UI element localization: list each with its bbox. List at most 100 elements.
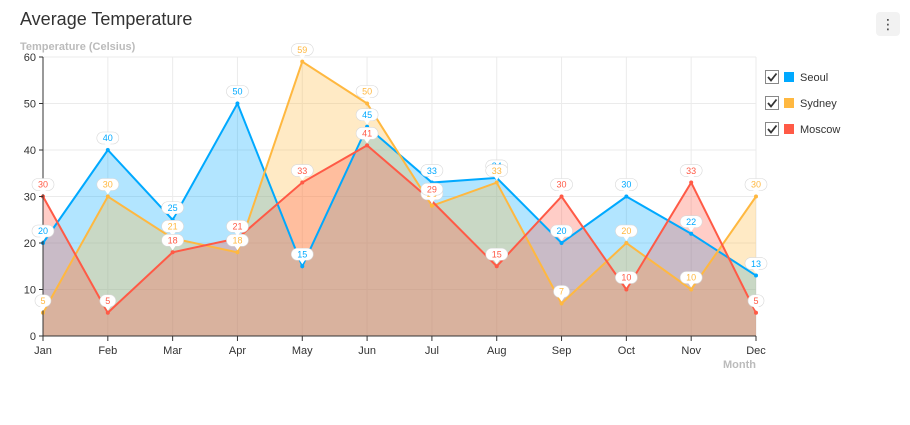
legend-checkbox-seoul[interactable]: [765, 70, 779, 84]
data-label-value: 30: [103, 180, 113, 190]
point-sydney-sep: [559, 301, 564, 306]
data-label-seoul-nov: 22: [679, 215, 703, 232]
data-label-sydney-jun: 50: [355, 85, 379, 102]
y-tick-label-60: 60: [24, 52, 36, 64]
data-label-value: 5: [40, 296, 45, 306]
data-label-moscow-oct: 10: [615, 271, 638, 288]
point-sydney-oct: [624, 241, 629, 245]
data-label-value: 50: [232, 87, 242, 97]
data-label-seoul-mar: 25: [161, 201, 184, 218]
point-sydney-aug: [494, 180, 499, 185]
data-label-sydney-aug: 33: [485, 164, 509, 181]
legend-checkbox-moscow[interactable]: [765, 122, 779, 136]
data-label-seoul-may: 15: [290, 247, 314, 265]
legend-label-moscow: Moscow: [800, 124, 840, 136]
line-moscow: [42, 144, 757, 315]
x-tick-label-sep: Sep: [552, 345, 572, 357]
point-sydney-apr: [235, 250, 240, 255]
x-tick-label-jun: Jun: [358, 345, 376, 357]
legend-item-sydney[interactable]: Sydney: [765, 96, 838, 111]
data-label-pointer: [364, 120, 371, 125]
data-label-value: 20: [38, 226, 48, 236]
legend-swatch-seoul: [784, 72, 794, 82]
data-label-value: 25: [168, 203, 178, 213]
data-label-moscow-sep: 30: [550, 178, 573, 195]
axes: 0 10 20 30 40 50 60 Jan Feb Mar Apr May Jun Jul Aug Sep…: [20, 41, 766, 371]
data-label-value: 30: [751, 180, 761, 190]
data-label-pointer: [169, 245, 176, 251]
data-label-seoul-jan: 20: [31, 224, 55, 241]
data-label-pointer: [558, 296, 565, 302]
data-label-moscow-mar: 18: [161, 234, 184, 251]
data-label-pointer: [364, 138, 371, 144]
legend-item-seoul[interactable]: Seoul: [765, 70, 829, 85]
data-label-value: 13: [751, 259, 761, 269]
legend-swatch-sydney: [784, 98, 794, 108]
point-moscow-jun: [365, 143, 370, 148]
point-moscow-dec: [754, 310, 758, 315]
point-moscow-aug: [494, 264, 499, 269]
data-label-pointer: [428, 194, 435, 200]
point-seoul-may: [300, 264, 305, 269]
data-label-seoul-oct: 30: [615, 178, 638, 195]
data-label-value: 5: [753, 296, 758, 306]
data-label-pointer: [234, 231, 241, 237]
data-label-pointer: [753, 190, 759, 195]
legend-checkbox-sydney[interactable]: [765, 96, 779, 110]
area-sydney: [43, 61, 756, 337]
data-label-value: 10: [686, 273, 696, 283]
data-label-moscow-aug: 15: [485, 247, 509, 265]
data-label-pointer: [493, 176, 500, 181]
point-seoul-feb: [105, 148, 110, 152]
data-label-value: 30: [38, 180, 48, 190]
data-label-pointer: [428, 176, 435, 181]
data-label-pointer: [428, 199, 435, 204]
y-tick-label-10: 10: [24, 285, 36, 297]
y-axis-title: Temperature (Celsius): [20, 41, 136, 53]
data-label-value: 21: [168, 222, 178, 232]
legend-item-moscow[interactable]: Moscow: [765, 122, 841, 137]
legend-label-sydney: Sydney: [800, 98, 837, 110]
data-label-moscow-nov: 33: [679, 164, 703, 181]
data-label-seoul-jun: 45: [355, 108, 379, 125]
point-moscow-oct: [624, 287, 629, 292]
point-moscow-mar: [170, 250, 175, 255]
data-label-sydney-dec: 30: [744, 178, 768, 195]
data-label-sydney-sep: 7: [553, 285, 570, 302]
data-label-sydney-jan: 5: [34, 294, 52, 311]
point-seoul-sep: [559, 241, 564, 245]
area-seoul: [43, 103, 756, 336]
data-label-pointer: [234, 97, 241, 102]
data-label-pointer: [364, 97, 371, 102]
x-tick-label-jul: Jul: [425, 345, 439, 357]
check-icon: [767, 124, 778, 134]
chart-menu-button[interactable]: ⋮: [876, 12, 900, 36]
legend-label-seoul: Seoul: [800, 72, 828, 84]
legend: Seoul Sydney Moscow: [765, 70, 841, 137]
data-label-pointer: [753, 306, 759, 311]
data-label-value: 45: [362, 110, 372, 120]
data-label-pointer: [40, 236, 46, 241]
data-label-value: 30: [621, 180, 631, 190]
legend-swatch-moscow: [784, 124, 794, 134]
data-label-moscow-may: 33: [290, 164, 314, 181]
data-label-pointer: [104, 190, 111, 195]
data-label-pointer: [234, 245, 241, 251]
data-label-value: 33: [297, 166, 307, 176]
data-label-sydney-nov: 10: [679, 271, 703, 288]
data-label-sydney-oct: 20: [615, 224, 638, 241]
point-moscow-may: [300, 180, 305, 185]
data-label-value: 59: [297, 45, 307, 55]
data-label-value: 7: [559, 287, 564, 297]
point-sydney-nov: [689, 287, 694, 292]
data-label-value: 15: [492, 249, 502, 259]
data-label-pointer: [688, 227, 695, 232]
data-label-moscow-dec: 5: [747, 294, 765, 311]
check-icon: [767, 72, 778, 82]
data-label-value: 5: [105, 296, 110, 306]
x-tick-label-apr: Apr: [229, 345, 246, 357]
data-label-value: 33: [427, 166, 437, 176]
more-vertical-icon: ⋮: [881, 16, 895, 32]
data-label-pointer: [753, 269, 759, 274]
